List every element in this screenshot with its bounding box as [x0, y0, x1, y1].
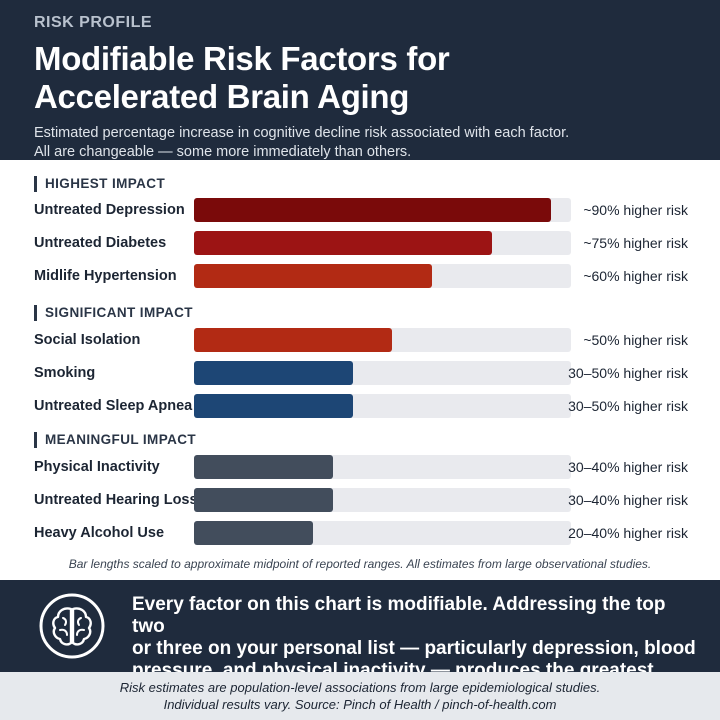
brain-icon [39, 593, 105, 659]
bar-fill [194, 264, 432, 288]
title-line-1: Modifiable Risk Factors for [34, 40, 450, 77]
footer-line-1: Risk estimates are population-level asso… [119, 680, 601, 695]
bar-track [194, 394, 571, 418]
chart-footnote: Bar lengths scaled to approximate midpoi… [68, 557, 652, 571]
bar-row: Social Isolation ~50% higher risk [16, 328, 704, 354]
bar-track [194, 521, 571, 545]
bar-track [194, 488, 571, 512]
bar-value-label: ~60% higher risk [583, 268, 688, 284]
footer-line-2: Individual results vary. Source: Pinch o… [163, 697, 557, 712]
page-title: Modifiable Risk Factors for Accelerated … [34, 40, 688, 116]
bar-row: Midlife Hypertension ~60% higher risk [16, 264, 704, 290]
bar-fill [194, 231, 492, 255]
bar-row: Untreated Sleep Apnea 30–50% higher risk [16, 394, 704, 420]
bar-track [194, 198, 571, 222]
bar-label: Social Isolation [34, 332, 141, 348]
header-banner: RISK PROFILE Modifiable Risk Factors for… [0, 0, 720, 160]
section-title: HIGHEST IMPACT [34, 176, 165, 192]
bar-value-label: ~50% higher risk [583, 332, 688, 348]
eyebrow-label: RISK PROFILE [34, 14, 153, 31]
bar-row: Untreated Depression ~90% higher risk [16, 198, 704, 224]
bar-label: Untreated Sleep Apnea [34, 398, 193, 414]
subtitle-line-1: Estimated percentage increase in cogniti… [34, 125, 570, 141]
bar-label: Physical Inactivity [34, 459, 160, 475]
callout-banner: Every factor on this chart is modifiable… [0, 580, 720, 703]
callout-line-1: Every factor on this chart is modifiable… [132, 594, 666, 637]
bar-fill [194, 521, 313, 545]
bar-value-label: 30–50% higher risk [568, 398, 688, 414]
bar-value-label: ~90% higher risk [583, 202, 688, 218]
section-title: SIGNIFICANT IMPACT [34, 305, 193, 321]
bar-fill [194, 488, 333, 512]
bar-fill [194, 455, 333, 479]
bar-row: Untreated Diabetes ~75% higher risk [16, 231, 704, 257]
title-line-2: Accelerated Brain Aging [34, 78, 410, 115]
bar-label: Untreated Depression [34, 202, 185, 218]
callout-line-2: or three on your personal list — particu… [132, 638, 696, 659]
subtitle-line-2: All are changeable — some more immediate… [34, 144, 412, 160]
bar-label: Untreated Diabetes [34, 235, 167, 251]
bar-row: Physical Inactivity 30–40% higher risk [16, 455, 704, 481]
bar-row: Heavy Alcohol Use 20–40% higher risk [16, 521, 704, 547]
bar-value-label: 30–50% higher risk [568, 365, 688, 381]
bar-track [194, 455, 571, 479]
bar-fill [194, 328, 392, 352]
bar-fill [194, 361, 353, 385]
bar-label: Smoking [34, 365, 96, 381]
bar-row: Smoking 30–50% higher risk [16, 361, 704, 387]
bar-track [194, 361, 571, 385]
bar-row: Untreated Hearing Loss 30–40% higher risk [16, 488, 704, 514]
bar-value-label: 30–40% higher risk [568, 492, 688, 508]
subtitle: Estimated percentage increase in cogniti… [34, 124, 688, 162]
section-title: MEANINGFUL IMPACT [34, 432, 196, 448]
bar-track [194, 231, 571, 255]
bar-value-label: 20–40% higher risk [568, 525, 688, 541]
bar-value-label: ~75% higher risk [583, 235, 688, 251]
bar-label: Midlife Hypertension [34, 268, 177, 284]
bar-track [194, 264, 571, 288]
bar-label: Untreated Hearing Loss [34, 492, 198, 508]
bar-fill [194, 394, 353, 418]
source-footer: Risk estimates are population-level asso… [0, 672, 720, 720]
bar-track [194, 328, 571, 352]
bar-value-label: 30–40% higher risk [568, 459, 688, 475]
chart-panel: Bar lengths scaled to approximate midpoi… [16, 160, 704, 580]
bar-label: Heavy Alcohol Use [34, 525, 165, 541]
bar-fill [194, 198, 551, 222]
